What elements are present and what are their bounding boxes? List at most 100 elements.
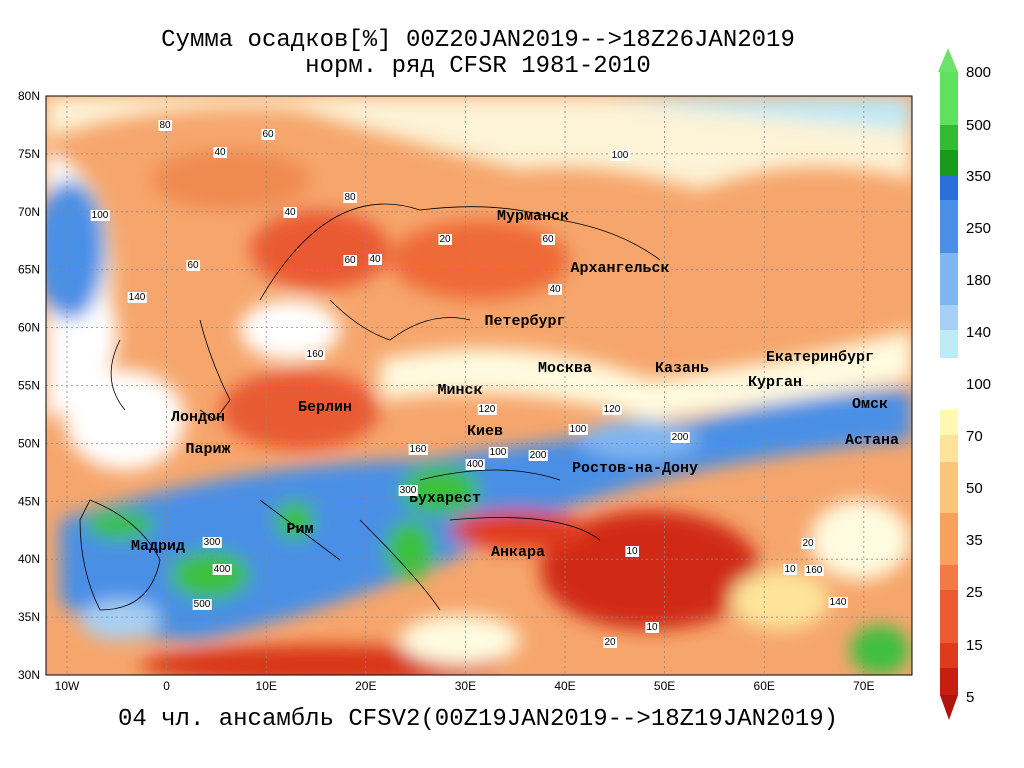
contour-label-bg <box>625 546 639 557</box>
city-label: Минск <box>437 382 482 399</box>
city-label: Архангельск <box>570 260 669 277</box>
contour-label-bg <box>828 597 848 608</box>
colorbar-label: 350 <box>966 168 991 185</box>
contour-label-bg <box>212 564 232 575</box>
lat-label: 60N <box>18 321 40 335</box>
contour-label: 20 <box>802 538 814 549</box>
contour-label: 20 <box>604 637 616 648</box>
contour-label-bg <box>343 192 357 203</box>
contour-label-bg <box>568 424 588 435</box>
contour-label: 300 <box>204 537 221 548</box>
colorbar-label: 50 <box>966 480 983 497</box>
contour-label: 10 <box>784 564 796 575</box>
contour-label-bg <box>343 255 357 266</box>
contour-label-bg <box>804 565 824 576</box>
colorbar-label: 100 <box>966 376 991 393</box>
contour-label: 20 <box>439 234 451 245</box>
contour-label-bg <box>90 210 110 221</box>
contour-label-bg <box>192 599 212 610</box>
colorbar-label: 180 <box>966 272 991 289</box>
city-label: Казань <box>655 360 709 377</box>
contour-label: 140 <box>129 292 146 303</box>
contour-label-bg <box>602 404 622 415</box>
lat-label: 80N <box>18 89 40 103</box>
city-label: Петербург <box>484 313 565 330</box>
city-label: Рим <box>286 521 313 538</box>
contour-label: 40 <box>284 207 296 218</box>
city-label: Курган <box>748 374 802 391</box>
contour-label: 60 <box>344 255 356 266</box>
colorbar-label: 500 <box>966 117 991 134</box>
lat-label: 30N <box>18 668 40 682</box>
city-label: Бухарест <box>409 490 481 507</box>
colorbar-label: 35 <box>966 532 983 549</box>
contour-label: 40 <box>214 147 226 158</box>
contour-label: 10 <box>646 622 658 633</box>
city-label: Мурманск <box>497 208 569 225</box>
lon-label: 50E <box>654 679 675 693</box>
city-label: Париж <box>185 441 230 458</box>
lon-label: 10E <box>256 679 277 693</box>
contour-label: 60 <box>542 234 554 245</box>
colorbar <box>938 48 958 720</box>
colorbar-label: 140 <box>966 324 991 341</box>
contour-label-bg <box>408 444 428 455</box>
contour-label: 40 <box>549 284 561 295</box>
contour-label: 80 <box>344 192 356 203</box>
contour-label-bg <box>158 120 172 131</box>
city-label: Москва <box>538 360 592 377</box>
lon-label: 40E <box>554 679 575 693</box>
city-label: Ростов-на-Дону <box>572 460 698 477</box>
contour-label-bg <box>202 537 222 548</box>
contour-label: 100 <box>490 447 507 458</box>
contour-label: 40 <box>369 254 381 265</box>
contour-label-bg <box>368 254 382 265</box>
contour-label: 10 <box>626 546 638 557</box>
title: Сумма осадков[%] 00Z20JAN2019-->18Z26JAN… <box>161 27 795 54</box>
contour-label-bg <box>477 404 497 415</box>
contour-label: 160 <box>307 349 324 360</box>
contour-label-bg <box>801 538 815 549</box>
footer: 04 чл. ансамбль CFSV2(00Z19JAN2019-->18Z… <box>118 706 838 733</box>
contour-label: 100 <box>570 424 587 435</box>
contour-label: 140 <box>830 597 847 608</box>
contour-label-bg <box>398 485 418 496</box>
contour-label-bg <box>213 147 227 158</box>
contour-label: 60 <box>187 260 199 271</box>
contour-label: 160 <box>410 444 427 455</box>
lat-label: 70N <box>18 205 40 219</box>
contour-label: 120 <box>479 404 496 415</box>
city-label: Лондон <box>171 409 225 426</box>
contour-label: 160 <box>806 565 823 576</box>
lon-label: 70E <box>853 679 874 693</box>
colorbar-label: 25 <box>966 584 983 601</box>
contour-label-bg <box>186 260 200 271</box>
contour-label: 60 <box>262 129 274 140</box>
contour-label-bg <box>645 622 659 633</box>
contour-label: 100 <box>92 210 109 221</box>
lon-label: 60E <box>754 679 775 693</box>
contour-label-bg <box>528 450 548 461</box>
contour-label: 120 <box>604 404 621 415</box>
contour-label: 100 <box>612 150 629 161</box>
lat-label: 65N <box>18 263 40 277</box>
lon-label: 20E <box>355 679 376 693</box>
lat-label: 75N <box>18 147 40 161</box>
city-label: Киев <box>467 423 503 440</box>
contour-label-bg <box>283 207 297 218</box>
contour-label: 400 <box>214 564 231 575</box>
lat-label: 55N <box>18 379 40 393</box>
contour-label: 80 <box>159 120 171 131</box>
city-label: Анкара <box>491 544 545 561</box>
contour-label-bg <box>670 432 690 443</box>
contour-label-bg <box>127 292 147 303</box>
map-field <box>46 96 912 675</box>
city-label: Екатеринбург <box>766 349 874 366</box>
contour-label: 200 <box>530 450 547 461</box>
contour-label-bg <box>541 234 555 245</box>
contour-label-bg <box>261 129 275 140</box>
contour-label: 300 <box>400 485 417 496</box>
contour-label-bg <box>465 459 485 470</box>
colorbar-label: 5 <box>966 689 974 706</box>
